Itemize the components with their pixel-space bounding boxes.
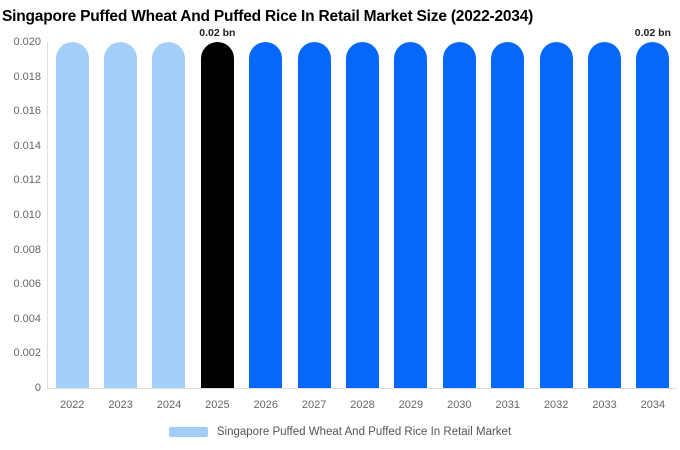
x-tick-label: 2022 [59, 399, 85, 411]
bar-slot: 2032 [532, 42, 580, 411]
x-tick-label: 2031 [495, 399, 520, 411]
y-tick-label: 0.020 [13, 36, 41, 48]
bars-row: 2022 2023 2024 0.02 bn 2025 2026 2027 2028 2029 2… [48, 27, 677, 411]
bar-slot: 2027 [290, 42, 338, 411]
y-tick-label: 0.010 [13, 209, 41, 221]
bar-slot: 2033 [580, 42, 628, 411]
bar-slot: 2024 [145, 42, 193, 411]
legend-swatch [168, 427, 208, 437]
bar-slot: 0.02 bn 2034 [629, 27, 677, 411]
bar-2029 [394, 42, 428, 388]
x-tick-label: 2029 [398, 399, 424, 411]
x-tick-label: 2027 [301, 399, 327, 411]
bar-slot: 2023 [96, 42, 144, 411]
x-tick-label: 2025 [205, 399, 230, 411]
x-tick-label: 2034 [640, 399, 666, 411]
value-label-2025: 0.02 bn [199, 27, 236, 39]
y-tick-label: 0.012 [13, 174, 41, 187]
x-tick-label: 2030 [447, 399, 472, 411]
bar-2022 [55, 42, 89, 388]
bar-slot: 2031 [484, 42, 532, 411]
plot-area: 0 0.002 0.004 0.006 0.008 0.010 0.012 0.014 0.01… [13, 27, 677, 411]
chart-title: Singapore Puffed Wheat And Puffed Rice I… [2, 8, 534, 25]
bar-2028 [346, 42, 380, 388]
y-tick-label: 0.016 [13, 105, 41, 118]
bar-slot: 2026 [242, 42, 290, 411]
bar-2034 [636, 42, 670, 388]
bar-slot: 2029 [387, 42, 435, 411]
bar-slot: 2022 [48, 42, 96, 411]
value-label-2034: 0.02 bn [634, 27, 671, 39]
y-tick-label: 0.006 [13, 278, 41, 291]
bar-slot: 0.02 bn 2025 [193, 27, 241, 411]
bar-slot: 2028 [338, 42, 386, 411]
legend-label: Singapore Puffed Wheat And Puffed Rice I… [216, 426, 512, 438]
x-tick-label: 2026 [253, 399, 278, 411]
bar-slot: 2030 [435, 42, 483, 411]
bar-2026 [249, 42, 283, 388]
legend-item[interactable]: Singapore Puffed Wheat And Puffed Rice I… [0, 426, 680, 438]
y-tick-label: 0.018 [13, 70, 41, 83]
x-tick-label: 2033 [592, 399, 617, 411]
bar-2027 [297, 42, 331, 388]
bar-2025 [200, 42, 234, 388]
bar-2030 [442, 42, 476, 388]
x-tick-label: 2023 [108, 399, 133, 411]
x-tick-label: 2024 [156, 399, 182, 411]
x-tick-label: 2028 [350, 399, 375, 411]
bar-2031 [491, 42, 525, 388]
y-tick-label: 0.002 [13, 347, 41, 360]
bar-2033 [587, 42, 621, 388]
x-tick-label: 2032 [543, 399, 569, 411]
bar-2023 [104, 42, 138, 388]
bar-2024 [152, 42, 186, 388]
bar-2032 [539, 42, 573, 388]
y-tick-label: 0 [34, 382, 41, 394]
y-tick-label: 0.014 [13, 139, 41, 152]
y-tick-label: 0.008 [13, 243, 41, 256]
y-tick-label: 0.004 [13, 312, 41, 325]
